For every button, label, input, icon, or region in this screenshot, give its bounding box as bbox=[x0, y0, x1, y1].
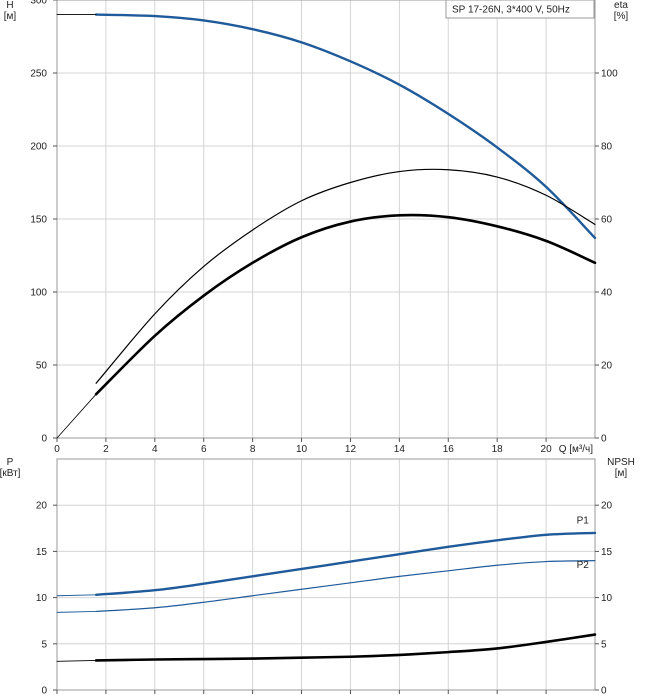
head-efficiency-right-tick-label: 80 bbox=[601, 142, 613, 153]
head-efficiency-x-tick-label: 10 bbox=[296, 444, 308, 455]
head-efficiency-left-tick-label: 0 bbox=[41, 434, 47, 445]
power-npsh-plot-frame bbox=[56, 458, 596, 691]
head-efficiency-x-tick-label: 14 bbox=[394, 444, 406, 455]
power-npsh-series-label-p1: P1 bbox=[577, 516, 590, 527]
head-efficiency-series-line-2 bbox=[95, 168, 596, 384]
head-efficiency-series-line-4 bbox=[56, 393, 97, 439]
head-efficiency-right-tick-label: 60 bbox=[601, 215, 613, 226]
head-efficiency-x-tick-label: 16 bbox=[443, 444, 455, 455]
head-efficiency-left-axis-label: H bbox=[6, 0, 13, 11]
head-efficiency-left-axis-unit: [м] bbox=[4, 11, 17, 22]
head-efficiency-x-tick-label: 20 bbox=[541, 444, 553, 455]
power-npsh-series-line-p2 bbox=[95, 560, 596, 613]
head-efficiency-title-box bbox=[445, 0, 595, 19]
head-efficiency-left-tick-label: 300 bbox=[30, 0, 47, 7]
head-efficiency-right-tick-label: 20 bbox=[601, 361, 613, 372]
power-npsh-right-tick-label: 10 bbox=[601, 593, 613, 604]
power-npsh-series-line-4 bbox=[94, 633, 597, 662]
head-efficiency-right-tick-label: 0 bbox=[601, 434, 607, 445]
power-npsh-series-line-p1 bbox=[94, 531, 597, 597]
power-npsh-right-tick-label: 5 bbox=[601, 639, 607, 650]
power-npsh-series-label-p2: P2 bbox=[577, 560, 590, 571]
power-npsh-left-axis-label: P bbox=[7, 457, 14, 468]
head-efficiency-series-line-0 bbox=[94, 13, 597, 240]
power-npsh-right-tick-label: 20 bbox=[601, 501, 613, 512]
power-npsh-series-line-1 bbox=[56, 594, 97, 597]
head-efficiency-x-tick-label: 2 bbox=[103, 444, 109, 455]
power-npsh-right-axis-label: NPSH bbox=[607, 457, 635, 468]
power-npsh-right-axis-unit: [м] bbox=[615, 468, 628, 479]
power-npsh-left-tick-label: 5 bbox=[41, 639, 47, 650]
power-npsh-right-tick-label: 15 bbox=[601, 547, 613, 558]
head-efficiency-x-tick-label: 12 bbox=[345, 444, 357, 455]
head-efficiency-left-tick-label: 200 bbox=[30, 142, 47, 153]
head-efficiency-x-axis-label: Q [м³/ч] bbox=[559, 444, 594, 455]
power-npsh-panel: 0 5 10 15 20 0 5 10 15 20 P[кВт] NPSH[м] P1 P2 bbox=[0, 457, 635, 697]
head-efficiency-right-tick-label: 40 bbox=[601, 288, 613, 299]
head-efficiency-panel: 0 50 100 150 200 250 300 0 20 40 60 80 100 0 2 4 6 8 10 12 1… bbox=[4, 0, 629, 455]
head-efficiency-left-tick-label: 50 bbox=[36, 361, 48, 372]
head-efficiency-x-tick-label: 6 bbox=[201, 444, 207, 455]
head-efficiency-left-tick-label: 250 bbox=[30, 69, 47, 80]
head-efficiency-right-axis-label: eta bbox=[614, 0, 628, 11]
power-npsh-series-line-5 bbox=[56, 659, 97, 662]
power-npsh-series-line-3 bbox=[56, 611, 97, 613]
head-efficiency-x-tick-label: 18 bbox=[492, 444, 504, 455]
head-efficiency-left-tick-label: 100 bbox=[30, 288, 47, 299]
head-efficiency-left-tick-label: 150 bbox=[30, 215, 47, 226]
head-efficiency-x-tick-label: 8 bbox=[250, 444, 256, 455]
head-efficiency-series-line-3 bbox=[94, 213, 597, 396]
power-npsh-right-tick-label: 0 bbox=[601, 686, 607, 697]
head-efficiency-right-axis-unit: [%] bbox=[614, 11, 629, 22]
power-npsh-left-tick-label: 20 bbox=[36, 501, 48, 512]
head-efficiency-title: SP 17-26N, 3*400 V, 50Hz bbox=[452, 5, 570, 16]
power-npsh-left-axis-unit: [кВт] bbox=[0, 468, 21, 479]
head-efficiency-right-tick-label: 100 bbox=[601, 69, 618, 80]
power-npsh-left-tick-label: 15 bbox=[36, 547, 48, 558]
power-npsh-left-tick-label: 10 bbox=[36, 593, 48, 604]
power-npsh-left-tick-label: 0 bbox=[41, 686, 47, 697]
head-efficiency-x-tick-label: 4 bbox=[152, 444, 158, 455]
head-efficiency-x-tick-label: 0 bbox=[54, 444, 60, 455]
